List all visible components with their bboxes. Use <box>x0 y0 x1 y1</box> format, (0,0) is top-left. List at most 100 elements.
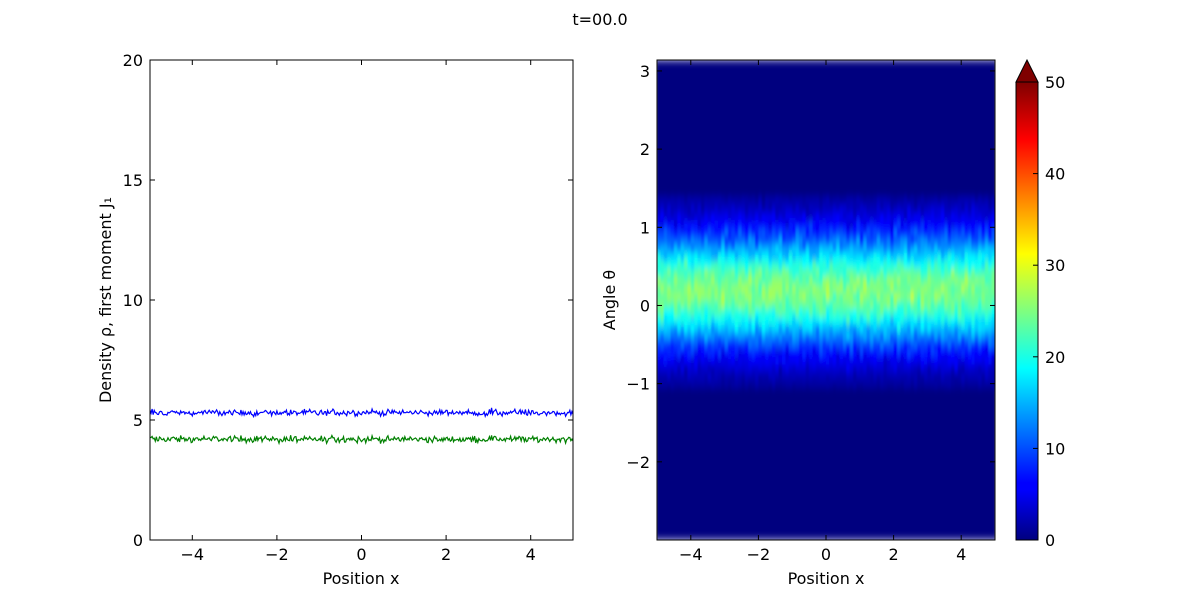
heatmap-cell <box>684 348 689 357</box>
heatmap-cell <box>724 212 729 221</box>
colorbar-gradient <box>1016 82 1038 540</box>
heatmap-cell <box>853 324 858 333</box>
heatmap-cell <box>954 292 959 301</box>
heatmap-cell <box>991 196 995 205</box>
heatmap-cell <box>798 308 803 317</box>
heatmap-cell <box>751 236 756 245</box>
heatmap-cell <box>873 228 878 237</box>
heatmap-cell <box>842 236 847 245</box>
heatmap-cell <box>812 332 817 341</box>
heatmap-cell <box>930 340 935 349</box>
heatmap-cell <box>842 252 847 261</box>
heatmap-cell <box>741 196 746 205</box>
heatmap-cell <box>765 364 770 373</box>
heatmap-cell <box>798 364 803 373</box>
heatmap-cell <box>839 276 844 285</box>
heatmap-cell <box>785 212 790 221</box>
heatmap-cell <box>680 196 685 205</box>
heatmap-cell <box>883 364 888 373</box>
heatmap-cell <box>886 372 891 381</box>
heatmap-cell <box>717 364 722 373</box>
heatmap-cell <box>663 332 668 341</box>
heatmap-cell <box>755 380 759 389</box>
heatmap-cell <box>967 372 972 381</box>
colorbar-tick-label: 0 <box>1045 531 1055 550</box>
heatmap-cell <box>971 268 976 277</box>
heatmap-cell <box>873 348 878 357</box>
heatmap-cell <box>947 316 952 325</box>
heatmap-cell <box>869 332 874 341</box>
heatmap-cell <box>866 380 871 389</box>
heatmap-cell <box>798 340 803 349</box>
heatmap-cell <box>944 316 949 325</box>
heatmap-cell <box>856 212 861 221</box>
heatmap-cell <box>727 204 732 213</box>
heatmap-cell <box>836 380 841 389</box>
heatmap-cell <box>964 212 969 221</box>
heatmap-cell <box>667 356 672 365</box>
heatmap-cell <box>788 252 793 261</box>
heatmap-cell <box>890 324 895 333</box>
heatmap-cell <box>836 356 841 365</box>
heatmap-cell <box>961 284 966 293</box>
heatmap-cell <box>792 332 797 341</box>
heatmap-cell <box>758 364 763 373</box>
heatmap-cell <box>714 348 719 357</box>
heatmap-cell <box>751 348 756 357</box>
heatmap-cell <box>707 284 712 293</box>
heatmap-cell <box>657 236 661 245</box>
heatmap-cell <box>738 284 743 293</box>
heatmap-cell <box>802 252 807 261</box>
heatmap-cell <box>822 276 827 285</box>
heatmap-cell <box>707 236 712 245</box>
heatmap-cell <box>934 284 939 293</box>
heatmap-cell <box>957 252 962 261</box>
heatmap-cell <box>903 356 908 365</box>
heatmap-cell <box>782 364 787 373</box>
heatmap-cell <box>761 364 766 373</box>
heatmap-cell <box>660 220 665 229</box>
heatmap-cell <box>717 252 722 261</box>
heatmap-cell <box>839 260 844 269</box>
heatmap-cell <box>866 300 871 309</box>
heatmap-cell <box>944 276 949 285</box>
heatmap-cell <box>694 284 699 293</box>
heatmap-cell <box>944 372 949 381</box>
heatmap-cell <box>934 316 939 325</box>
heatmap-cell <box>978 300 983 309</box>
heatmap-cell <box>802 268 807 277</box>
heatmap-cell <box>812 356 817 365</box>
heatmap-cell <box>700 380 705 389</box>
heatmap-cell <box>775 260 780 269</box>
heatmap-cell <box>978 316 983 325</box>
heatmap-cell <box>727 340 732 349</box>
heatmap-cell <box>886 348 891 357</box>
heatmap-cell <box>873 356 878 365</box>
heatmap-cell <box>802 260 807 269</box>
heatmap-cell <box>802 356 807 365</box>
heatmap-cell <box>815 220 820 229</box>
heatmap-cell <box>964 236 969 245</box>
heatmap-cell <box>890 244 895 253</box>
heatmap-cell <box>937 300 942 309</box>
heatmap-cell <box>836 244 841 253</box>
heatmap-cell <box>677 212 682 221</box>
heatmap-cell <box>940 236 945 245</box>
heatmap-cell <box>694 348 699 357</box>
heatmap-cell <box>707 300 712 309</box>
heatmap-cell <box>667 308 672 317</box>
heatmap-cell <box>680 228 685 237</box>
heatmap-cell <box>758 252 763 261</box>
heatmap-cell <box>829 236 834 245</box>
heatmap-cell <box>974 316 979 325</box>
heatmap-cell <box>883 236 888 245</box>
heatmap-cell <box>940 380 945 389</box>
heatmap-cell <box>910 324 915 333</box>
heatmap-cell <box>714 316 719 325</box>
heatmap-cell <box>920 324 925 333</box>
heatmap-cell <box>903 236 908 245</box>
heatmap-cell <box>660 372 665 381</box>
heatmap-cell <box>792 252 797 261</box>
heatmap-cell <box>697 308 702 317</box>
heatmap-cell <box>765 220 770 229</box>
